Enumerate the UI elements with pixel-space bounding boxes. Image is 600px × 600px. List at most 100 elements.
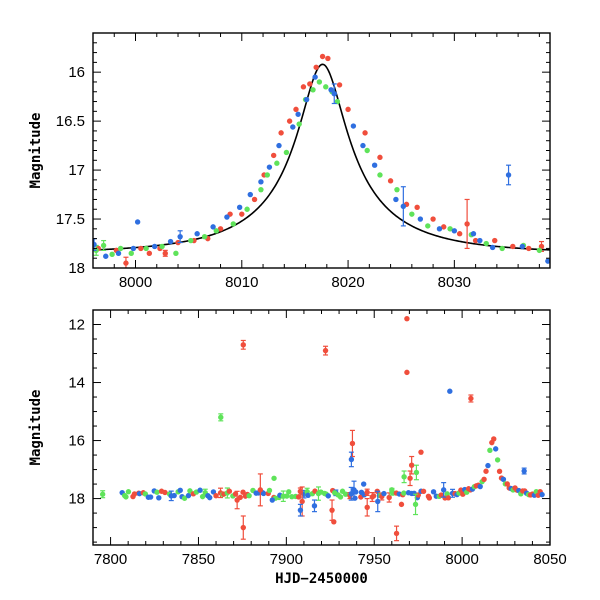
red-data-point [362,130,368,136]
plot-area [93,53,550,268]
green-data-point [409,211,415,217]
blue-data-point [93,241,97,248]
green-data-point [412,501,419,508]
red-data-point [345,106,351,113]
red-data-point [414,204,420,210]
red-data-point [270,152,277,159]
plot-frame [92,309,551,546]
blue-data-point [485,462,491,469]
green-data-point [284,493,290,499]
green-data-point [173,250,179,257]
blue-data-point [348,456,355,463]
y-axis-label: Magnitude [28,390,44,466]
red-data-point [162,250,168,257]
green-data-point [246,493,252,499]
blue-data-point [477,483,483,490]
blue-data-point [171,492,177,499]
red-data-point [504,481,510,487]
blue-data-point [210,489,217,495]
blue-data-point [545,258,550,264]
red-data-point [299,498,305,505]
red-data-point [234,497,240,503]
green-data-point [377,172,383,178]
red-data-point [370,493,377,499]
blue-data-point [151,243,158,250]
blue-data-point [436,226,443,232]
red-data-point [426,495,433,501]
red-data-point [472,237,479,244]
blue-data-point [297,507,304,513]
x-tick-label: 8020 [331,274,364,291]
red-data-point [329,507,335,513]
red-data-point [251,196,258,203]
blue-data-point [185,492,192,499]
green-data-point [266,487,273,494]
blue-data-point [350,123,357,129]
blue-data-point [305,492,311,499]
green-data-point [536,247,543,254]
blue-data-point [430,489,437,495]
red-data-point [257,487,264,493]
blue-data-point [489,244,496,251]
green-data-point [283,149,290,156]
blue-data-point [539,491,545,498]
y-tick-label: 14 [68,375,85,392]
red-data-point [123,260,129,266]
green-data-point [323,84,329,90]
y-tick-label: 16 [68,433,85,450]
red-data-point [386,494,392,501]
blue-data-point [311,503,318,509]
green-data-point [364,147,370,154]
red-data-point [300,84,307,90]
red-data-point [131,491,138,497]
blue-data-point [269,497,275,503]
green-data-point [483,240,489,247]
blue-data-point [207,494,213,501]
blue-data-point [500,476,507,482]
blue-data-point [167,238,174,245]
red-data-point [418,449,424,455]
blue-data-point [134,219,141,225]
green-data-point [181,495,188,501]
green-data-point [201,233,208,240]
red-data-point [240,342,246,348]
green-data-point [213,228,219,234]
red-data-point [441,224,447,230]
y-axis-label: Magnitude [28,113,44,189]
red-data-point [364,504,370,510]
x-tick-label: 8030 [438,274,471,291]
blue-data-point [115,250,122,257]
green-data-point [143,245,149,252]
x-tick-label: 7950 [358,551,391,568]
blue-data-point [325,493,331,499]
green-data-point [499,245,505,252]
y-tick-label: 17.5 [56,211,85,228]
red-data-point [464,221,470,227]
x-tick-label: 8000 [119,274,152,291]
green-data-point [394,186,400,193]
red-data-point [349,440,356,447]
red-data-point [239,211,245,217]
red-data-point [404,316,410,322]
red-data-point [322,347,329,354]
red-data-point [408,462,415,468]
green-data-point [316,79,323,85]
blue-data-point [371,162,378,168]
green-data-point [218,414,224,421]
red-data-point [404,369,410,376]
green-data-point [487,447,493,454]
red-data-point [526,245,532,252]
green-data-point [128,250,134,257]
red-data-point [295,494,302,500]
blue-data-point [381,490,387,497]
red-data-point [325,55,331,62]
blue-data-point [194,231,200,237]
x-axis-label: HJD−2450000 [275,571,368,587]
green-data-point [99,491,106,497]
blue-data-point [177,233,183,240]
blue-data-point [348,491,354,497]
blue-data-point [521,468,527,474]
x-tick-label: 8010 [225,274,258,291]
green-data-point [331,490,338,496]
